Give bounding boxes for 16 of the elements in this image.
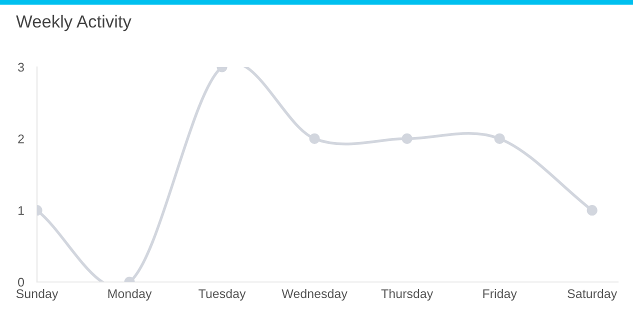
x-tick-label: Tuesday [198, 288, 246, 301]
x-tick-label: Friday [483, 288, 517, 301]
x-tick-label: Monday [108, 288, 152, 301]
point [494, 133, 505, 144]
y-tick-label: 0 [18, 278, 24, 287]
y-tick-label: 1 [18, 206, 24, 215]
x-tick-label: Sunday [16, 288, 58, 301]
y-tick-label: 3 [18, 62, 24, 72]
x-tick-label: Saturday [568, 288, 618, 301]
x-tick-label: Thursday [381, 288, 434, 301]
y-tick-label: 2 [18, 134, 24, 144]
point [309, 133, 320, 144]
point [586, 205, 598, 216]
x-tick-label: Wednesday [282, 288, 348, 301]
chart-title: Weekly Activity [16, 14, 132, 32]
point [402, 133, 412, 144]
